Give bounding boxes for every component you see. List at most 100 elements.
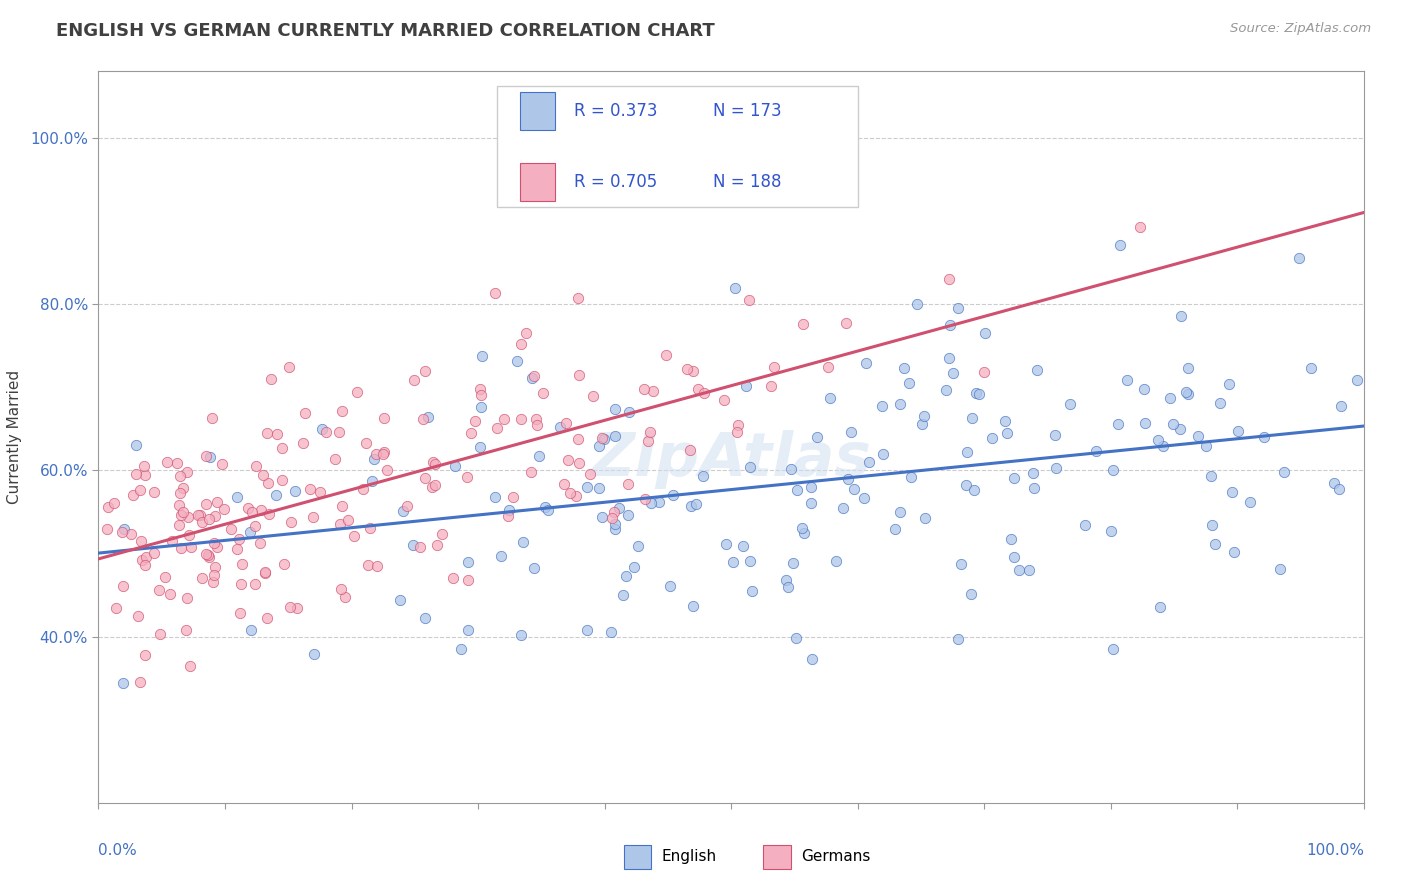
Text: 0.0%: 0.0% <box>98 843 138 858</box>
Point <box>498 503 520 517</box>
Point <box>1022 482 1045 496</box>
Point <box>602 511 624 525</box>
Point <box>1163 417 1185 431</box>
Point <box>634 492 657 507</box>
Point <box>1084 444 1107 458</box>
Point <box>266 427 288 442</box>
Point <box>191 515 214 529</box>
Point <box>395 499 418 513</box>
Point <box>468 382 491 396</box>
Point <box>177 510 200 524</box>
Point <box>568 456 591 470</box>
Point <box>134 458 156 473</box>
Text: ENGLISH VS GERMAN CURRENTLY MARRIED CORRELATION CHART: ENGLISH VS GERMAN CURRENTLY MARRIED CORR… <box>56 22 716 40</box>
Point <box>681 499 703 513</box>
Point <box>96 522 118 536</box>
Point <box>591 510 613 524</box>
Point <box>515 326 537 340</box>
Text: N = 173: N = 173 <box>713 102 782 120</box>
Point <box>1270 562 1292 576</box>
Point <box>179 659 201 673</box>
Point <box>741 584 763 599</box>
Point <box>354 436 377 450</box>
Point <box>249 536 271 550</box>
Point <box>176 465 198 479</box>
Point <box>252 468 274 483</box>
Point <box>800 495 823 509</box>
Point <box>366 447 388 461</box>
Point <box>509 628 531 642</box>
Point <box>304 647 326 661</box>
Point <box>125 438 148 452</box>
Point <box>484 490 506 504</box>
Point <box>315 425 337 439</box>
Point <box>935 383 957 397</box>
Point <box>195 497 218 511</box>
Point <box>568 368 591 383</box>
Point <box>413 611 436 625</box>
Point <box>740 459 762 474</box>
Point <box>960 587 983 601</box>
Point <box>817 360 839 375</box>
Point <box>682 599 704 613</box>
Point <box>527 449 550 463</box>
Point <box>605 516 627 531</box>
Point <box>713 392 735 407</box>
Point <box>946 301 969 315</box>
Point <box>149 627 172 641</box>
Point <box>294 406 316 420</box>
Point <box>190 571 212 585</box>
Point <box>129 534 152 549</box>
Point <box>593 432 616 446</box>
Text: N = 188: N = 188 <box>713 173 782 191</box>
Point <box>195 450 218 464</box>
Point <box>170 508 193 522</box>
Point <box>257 475 280 490</box>
Point <box>526 418 548 433</box>
Point <box>1059 397 1081 411</box>
Point <box>450 641 472 656</box>
Point <box>523 561 546 575</box>
Point <box>228 532 250 546</box>
Point <box>1115 373 1137 387</box>
Point <box>1109 238 1132 252</box>
Point <box>172 481 194 495</box>
Point <box>329 516 352 531</box>
Point <box>967 387 990 401</box>
Point <box>432 527 454 541</box>
Point <box>616 508 638 523</box>
Text: R = 0.373: R = 0.373 <box>574 102 658 120</box>
Point <box>166 456 188 470</box>
Point <box>124 467 146 481</box>
Point <box>1239 495 1261 509</box>
Point <box>555 416 578 430</box>
Point <box>239 525 262 540</box>
Point <box>949 557 972 571</box>
Point <box>938 271 960 285</box>
Point <box>1329 399 1351 413</box>
Point <box>498 508 520 523</box>
Point <box>825 554 848 568</box>
Point <box>291 436 314 450</box>
Point <box>329 582 352 596</box>
Point <box>1253 430 1275 444</box>
Point <box>328 425 350 439</box>
Point <box>180 540 202 554</box>
Point <box>134 648 156 662</box>
Point <box>352 482 374 496</box>
Point <box>443 459 465 474</box>
Point <box>956 445 979 459</box>
Point <box>1201 517 1223 532</box>
Point <box>1021 466 1043 480</box>
Point <box>1187 428 1209 442</box>
Point <box>207 541 229 555</box>
Point <box>131 553 153 567</box>
Point <box>471 349 494 363</box>
Point <box>1146 433 1168 447</box>
Text: R = 0.705: R = 0.705 <box>574 173 658 191</box>
Point <box>579 467 602 482</box>
Point <box>159 587 181 601</box>
Point <box>277 360 299 375</box>
Point <box>103 496 125 510</box>
Point <box>1220 485 1243 500</box>
